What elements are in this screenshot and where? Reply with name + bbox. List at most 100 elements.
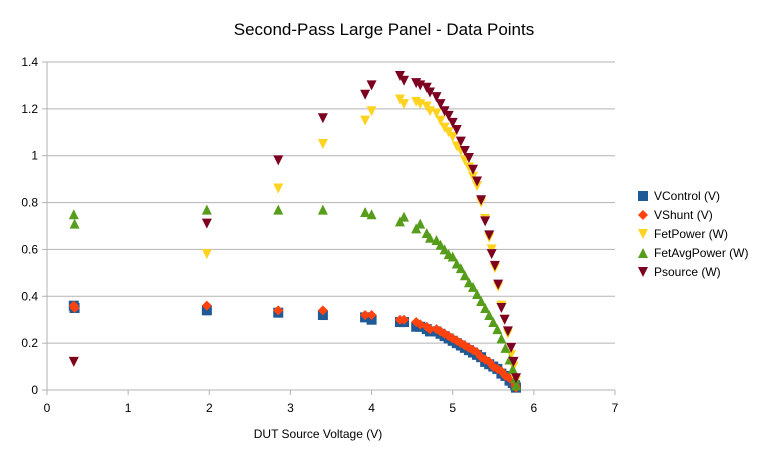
data-point: [201, 249, 212, 260]
data-point: [492, 324, 503, 335]
y-tick-label: 0.6: [21, 242, 38, 256]
data-point: [360, 206, 371, 217]
data-point: [463, 277, 474, 288]
data-points: [68, 71, 522, 393]
x-tick-label: 7: [612, 401, 619, 415]
data-point: [459, 146, 470, 157]
data-point: [451, 258, 462, 269]
data-point: [439, 244, 450, 255]
legend-label: FetPower (W): [654, 227, 728, 241]
series-5: [68, 71, 522, 384]
x-tick-label: 6: [531, 401, 538, 415]
x-axis-label: DUT Source Voltage (V): [254, 427, 383, 441]
x-tick-label: 0: [44, 401, 51, 415]
data-point: [451, 124, 462, 135]
legend-label: FetAvgPower (W): [654, 246, 748, 260]
legend-label: VControl (V): [654, 189, 720, 203]
data-point: [317, 305, 328, 316]
data-point: [366, 310, 377, 321]
data-point: [506, 342, 517, 353]
data-point: [317, 113, 328, 124]
data-point: [366, 80, 377, 91]
data-point: [480, 216, 491, 227]
x-tick-label: 5: [449, 401, 456, 415]
data-point: [201, 204, 212, 215]
y-tick-label: 0.8: [21, 196, 38, 210]
tick-labels: 0 0.2 0.4 0.6 0.8 1 1.2 1.4 0 1 2 3 4 5 6 7: [21, 55, 618, 415]
data-point: [511, 373, 522, 384]
data-point: [468, 164, 478, 175]
data-point: [273, 204, 284, 215]
data-point: [455, 136, 466, 147]
legend-swatch: [638, 267, 648, 277]
data-point: [484, 230, 495, 241]
x-tick-label: 4: [368, 401, 375, 415]
legend-swatch: [638, 210, 648, 220]
data-point: [273, 183, 284, 194]
data-point: [424, 232, 435, 243]
data-point: [431, 235, 442, 246]
y-tick-label: 0.2: [21, 336, 38, 350]
data-point: [360, 89, 371, 100]
data-point: [424, 87, 435, 98]
data-point: [447, 117, 458, 128]
data-point: [435, 99, 446, 110]
data-point: [472, 176, 483, 187]
data-point: [273, 155, 284, 166]
data-point: [435, 239, 446, 250]
legend: VControl (V) VShunt (V) FetPower (W) FetAvg…: [638, 189, 748, 279]
series-2: [68, 300, 522, 393]
data-point: [360, 310, 371, 321]
data-point: [455, 263, 466, 274]
data-point: [68, 209, 79, 220]
data-point: [447, 131, 458, 142]
data-point: [496, 333, 507, 344]
data-point: [499, 314, 510, 325]
legend-swatch: [638, 191, 648, 201]
data-point: [472, 288, 483, 299]
data-point: [69, 218, 80, 229]
data-point: [317, 204, 328, 215]
data-point: [480, 303, 491, 313]
data-point: [493, 279, 504, 290]
data-point: [366, 106, 377, 117]
data-point: [508, 356, 519, 367]
data-point: [424, 324, 435, 335]
x-tick-label: 3: [287, 401, 294, 415]
data-point: [459, 270, 470, 281]
data-point: [447, 251, 458, 262]
data-point: [415, 218, 426, 229]
data-point: [496, 303, 507, 313]
legend-label: VShunt (V): [654, 208, 713, 222]
data-point: [68, 356, 79, 367]
data-point: [511, 380, 522, 391]
data-point: [507, 363, 518, 374]
x-tick-label: 2: [206, 401, 213, 415]
data-point: [431, 108, 442, 119]
data-point: [468, 281, 478, 292]
data-point: [399, 314, 410, 325]
data-point: [201, 218, 212, 229]
legend-item: Psource (W): [638, 265, 721, 279]
data-point: [317, 139, 328, 149]
x-tick-label: 1: [125, 401, 132, 415]
data-point: [488, 317, 499, 328]
data-point: [502, 326, 513, 337]
data-point: [489, 260, 500, 271]
data-point: [69, 303, 80, 313]
y-tick-label: 1.2: [21, 102, 38, 116]
legend-item: VShunt (V): [638, 208, 713, 222]
legend-item: FetAvgPower (W): [638, 246, 748, 260]
data-point: [484, 310, 495, 321]
data-point: [476, 195, 487, 206]
grid-lines: [47, 61, 615, 391]
y-tick-label: 0: [31, 383, 38, 397]
data-point: [476, 295, 487, 306]
data-point: [399, 211, 410, 222]
data-point: [431, 92, 442, 103]
data-point: [360, 115, 371, 126]
data-point: [366, 209, 377, 220]
legend-item: FetPower (W): [638, 227, 728, 241]
